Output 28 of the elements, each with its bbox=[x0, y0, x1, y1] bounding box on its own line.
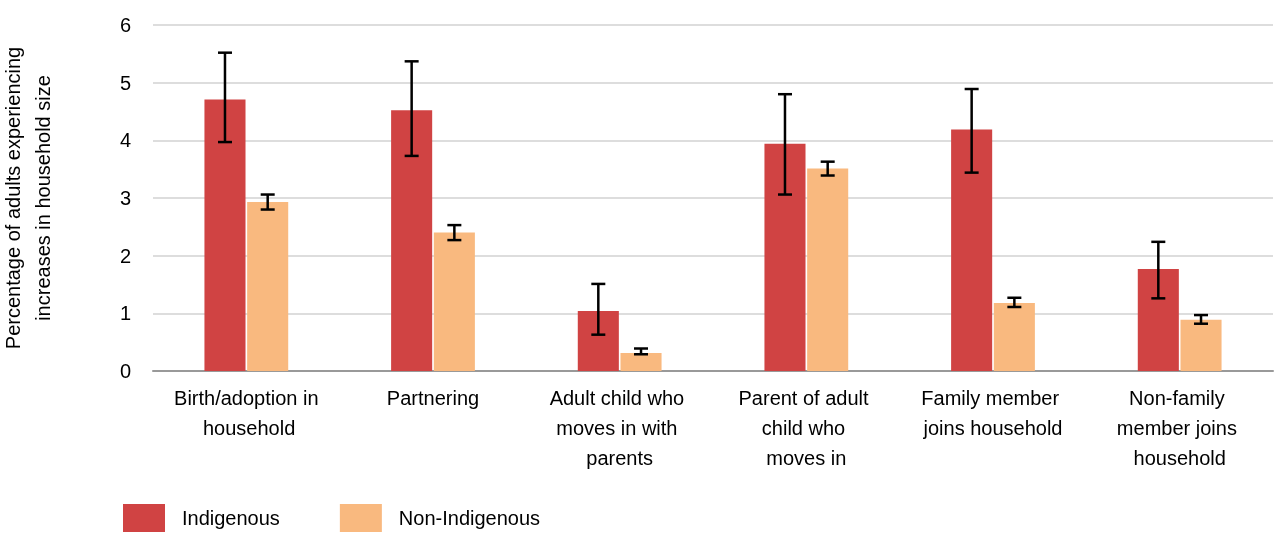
y-tick-label: 6 bbox=[119, 14, 131, 36]
x-tick-label: Partnering bbox=[386, 387, 480, 409]
bar bbox=[577, 311, 619, 371]
legend-label: Indigenous bbox=[182, 507, 280, 529]
y-tick-label: 2 bbox=[119, 244, 131, 267]
x-tick-label: Family member joins household bbox=[921, 387, 1065, 439]
bar bbox=[391, 110, 433, 371]
y-tick-label: 1 bbox=[119, 302, 131, 325]
x-tick-label: Non-family member joins household bbox=[1116, 387, 1243, 469]
bar bbox=[807, 168, 849, 371]
y-axis-title: Percentage of adults experiencing increases in household size bbox=[2, 46, 54, 350]
y-tick-label: 4 bbox=[119, 129, 131, 152]
bar bbox=[764, 143, 806, 371]
bar bbox=[433, 232, 475, 371]
x-tick-label: Adult child who moves in with parents bbox=[549, 387, 690, 469]
y-tick-label: 3 bbox=[119, 187, 131, 209]
y-tick-label: 0 bbox=[119, 360, 131, 382]
bar bbox=[204, 99, 246, 371]
bar bbox=[951, 129, 993, 371]
bar bbox=[993, 302, 1035, 371]
bar bbox=[1180, 319, 1222, 371]
bar bbox=[1137, 268, 1179, 371]
y-tick-label: 5 bbox=[119, 71, 131, 94]
bar bbox=[247, 202, 289, 371]
bar bbox=[620, 353, 662, 371]
x-tick-label: Parent of adult child who moves in bbox=[738, 387, 875, 469]
x-tick-label: Birth/adoption in household bbox=[174, 387, 319, 439]
legend-label: Non-Indigenous bbox=[398, 507, 541, 529]
